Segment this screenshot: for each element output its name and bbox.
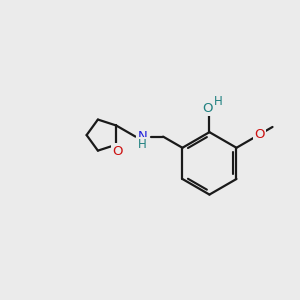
Text: O: O: [254, 128, 265, 141]
Text: H: H: [138, 138, 147, 152]
Text: O: O: [112, 145, 123, 158]
Text: H: H: [214, 95, 223, 108]
Text: O: O: [202, 102, 212, 115]
Text: N: N: [137, 130, 147, 142]
